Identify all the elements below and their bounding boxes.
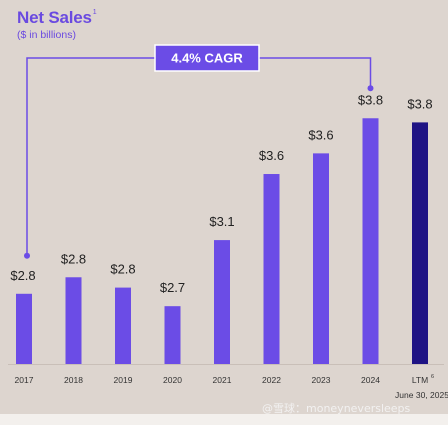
bar-2019 — [115, 287, 131, 364]
cagr-end-dot — [367, 85, 374, 92]
category-label-2020: 2020 — [163, 375, 182, 385]
category-label-2021: 2021 — [213, 375, 232, 385]
category-label-ltm: LTM — [412, 375, 428, 385]
ltm-sublabel: June 30, 2025 — [395, 390, 448, 400]
watermark: @雪球：moneyneversleeps — [262, 402, 411, 415]
chart-subtitle: ($ in billions) — [17, 29, 76, 41]
chart-title: Net Sales1 — [17, 8, 97, 27]
value-label-2024: $3.8 — [358, 92, 383, 107]
bottom-band — [0, 414, 448, 425]
bar-2021 — [214, 240, 230, 364]
ltm-footnote: 6 — [431, 374, 434, 380]
value-label-2018: $2.8 — [61, 251, 86, 266]
category-label-2019: 2019 — [114, 375, 133, 385]
cagr-start-dot — [24, 252, 30, 259]
value-label-2021: $3.1 — [209, 214, 234, 229]
cagr-label: 4.4% CAGR — [171, 51, 243, 66]
bar-2023 — [313, 153, 329, 364]
bar-2022 — [263, 174, 280, 364]
bar-2018 — [65, 277, 82, 364]
bar-2020 — [164, 306, 181, 364]
bar-ltm — [412, 122, 428, 365]
title-footnote: 1 — [92, 9, 97, 16]
category-label-2023: 2023 — [312, 375, 331, 385]
bar-2024 — [362, 118, 379, 364]
bar-2017 — [16, 293, 32, 364]
category-label-2017: 2017 — [15, 375, 34, 385]
category-label-2022: 2022 — [262, 375, 281, 385]
chart-header: Net Sales1 ($ in billions) — [17, 8, 97, 41]
cagr-box — [154, 44, 260, 72]
category-label-2018: 2018 — [64, 375, 83, 385]
value-label-2020: $2.7 — [160, 280, 185, 295]
value-label-2017: $2.8 — [10, 268, 35, 283]
value-label-2022: $3.6 — [259, 148, 284, 163]
value-label-ltm: $3.8 — [407, 96, 432, 111]
category-label-2024: 2024 — [361, 375, 380, 385]
value-label-2023: $3.6 — [308, 127, 333, 142]
value-label-2019: $2.8 — [110, 262, 135, 277]
